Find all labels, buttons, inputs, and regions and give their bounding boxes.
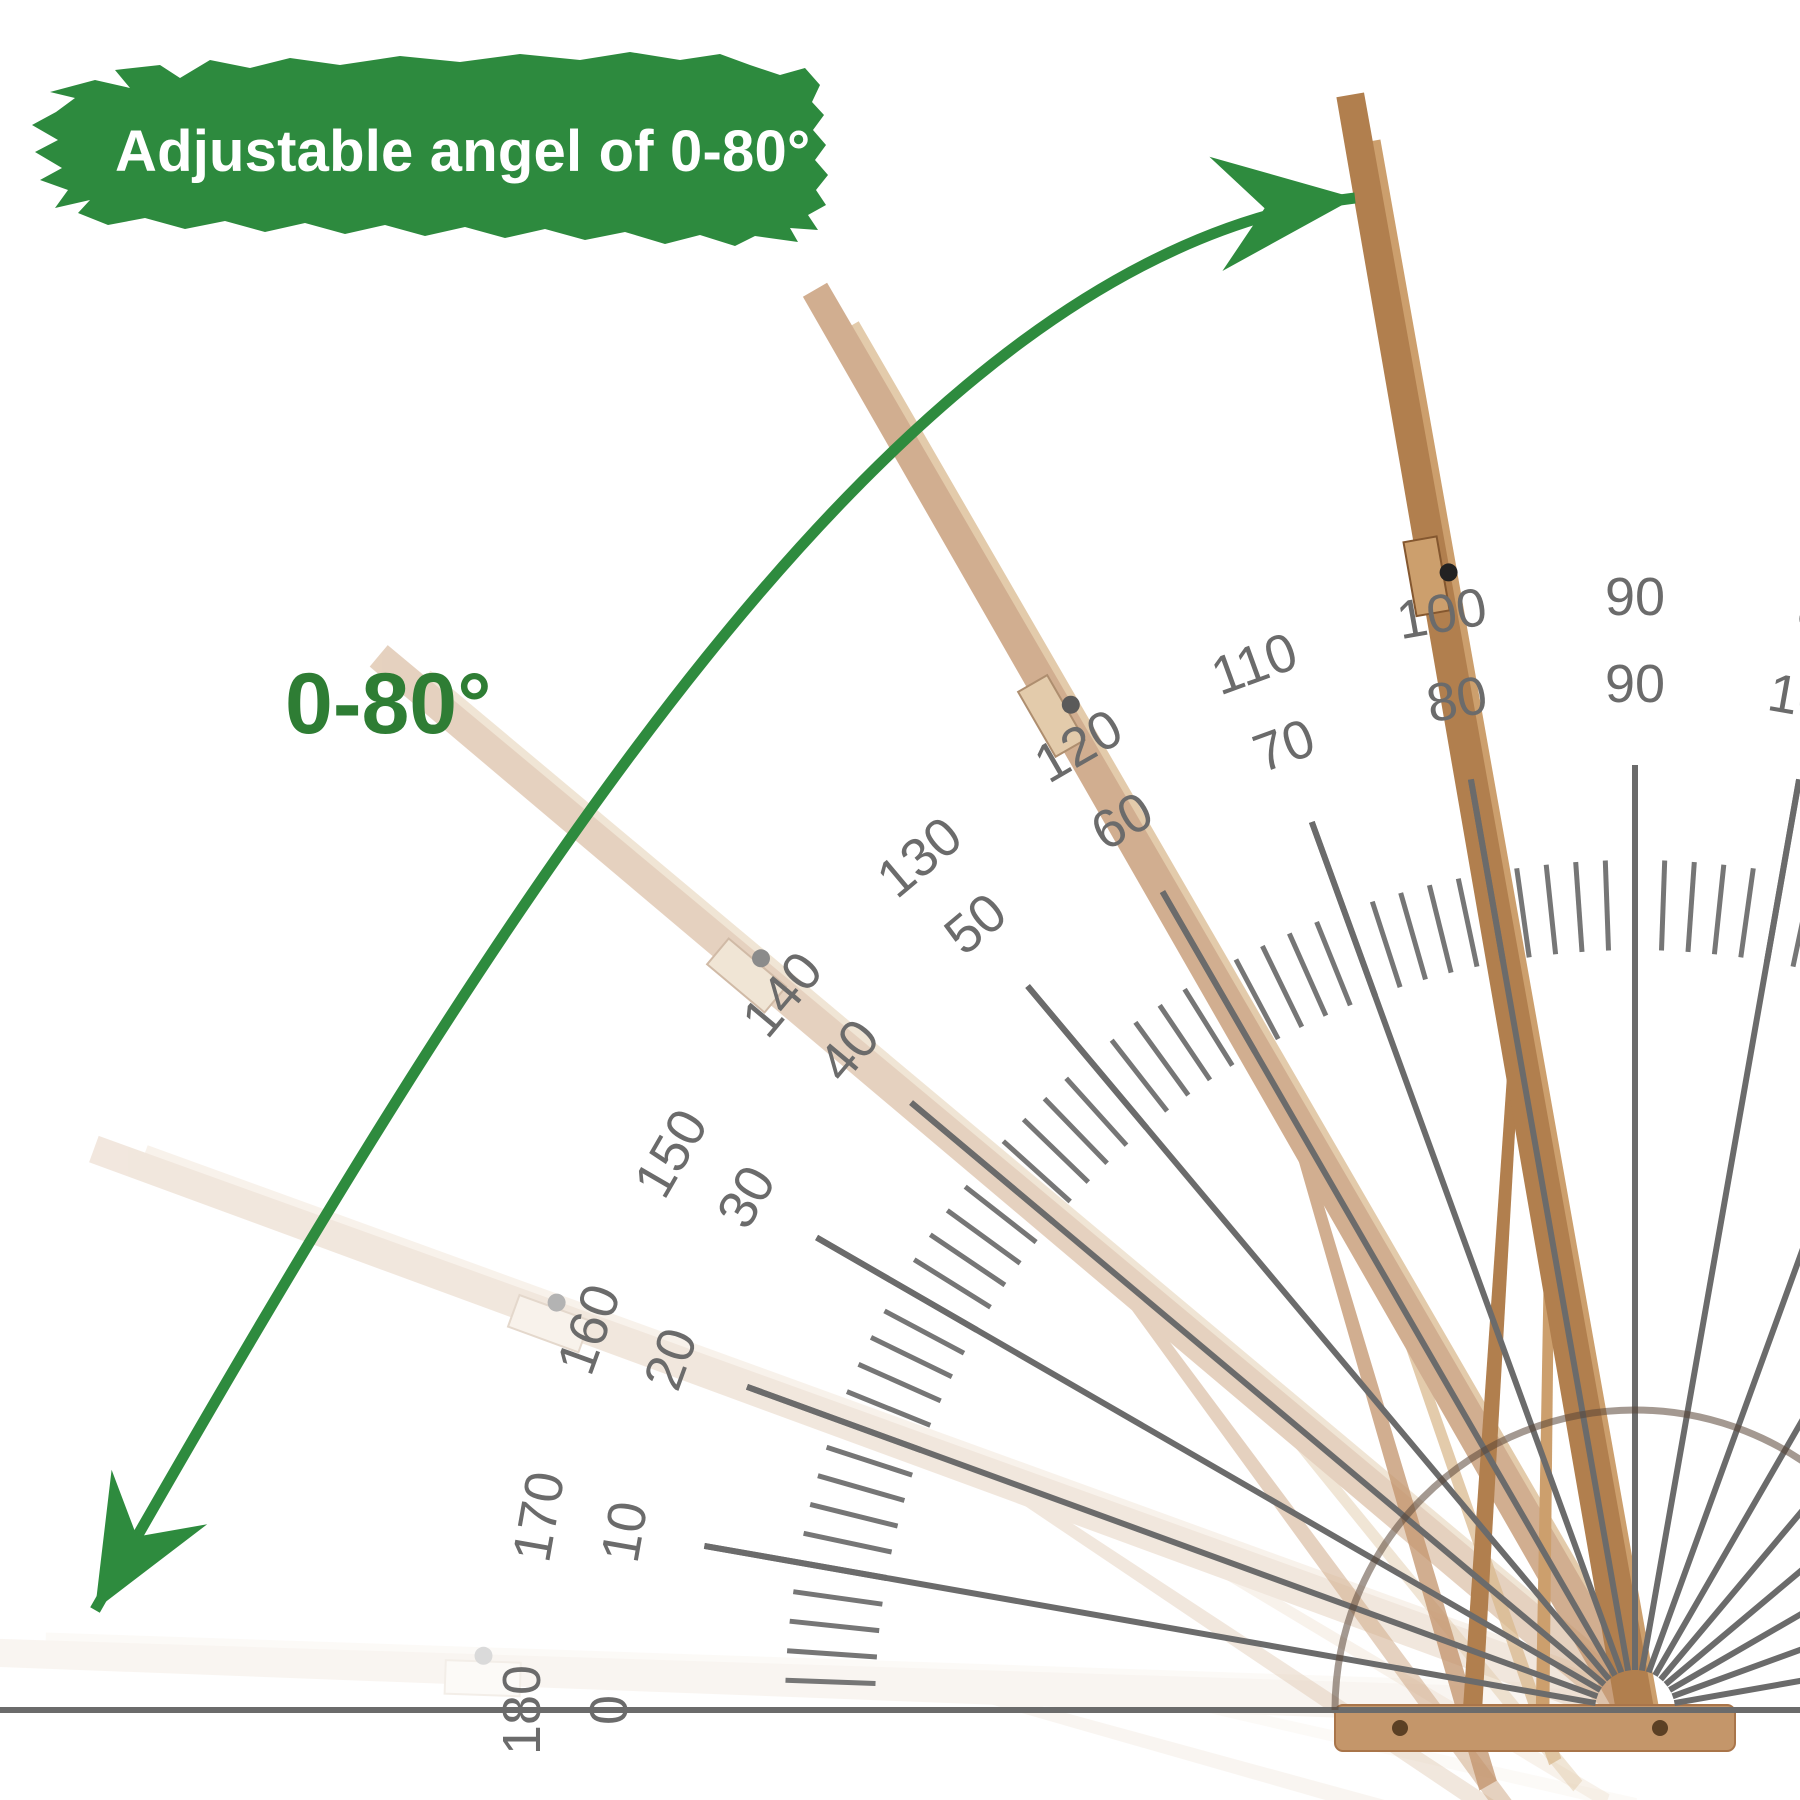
svg-text:30: 30 [705, 1156, 787, 1238]
svg-text:10: 10 [590, 1497, 660, 1567]
svg-text:90: 90 [1605, 654, 1665, 714]
svg-text:170: 170 [502, 1467, 577, 1566]
svg-text:130: 130 [866, 805, 974, 909]
svg-text:80: 80 [1422, 665, 1492, 735]
svg-text:110: 110 [1204, 621, 1305, 707]
svg-text:90: 90 [1605, 567, 1665, 627]
svg-text:150: 150 [623, 1099, 720, 1207]
svg-text:70: 70 [1246, 707, 1323, 784]
svg-text:100: 100 [1392, 577, 1491, 652]
svg-text:80: 80 [1793, 579, 1800, 649]
svg-text:50: 50 [933, 882, 1018, 967]
svg-text:160: 160 [545, 1277, 632, 1382]
svg-text:180: 180 [492, 1665, 552, 1755]
svg-text:0: 0 [579, 1695, 639, 1725]
svg-text:100: 100 [1764, 662, 1800, 737]
